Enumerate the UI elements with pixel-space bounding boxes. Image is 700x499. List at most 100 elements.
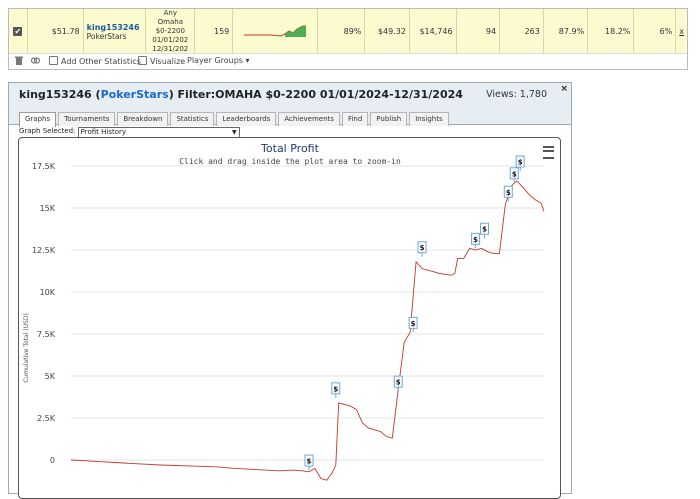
- tab-publish[interactable]: Publish: [370, 112, 408, 126]
- chart-title: Total Profit: [260, 142, 320, 155]
- tab-find[interactable]: Find: [341, 112, 369, 126]
- cashout-marker[interactable]: $: [503, 185, 513, 202]
- cashout-marker[interactable]: $: [480, 222, 490, 239]
- filter-line: 12/31/202: [152, 45, 189, 53]
- y-tick-labels: 0 2.5K 5K 7.5K 10K 12.5K 15K 17.5K: [32, 162, 56, 465]
- graph-panel: king153246 (PokerStars) Filter:OMAHA $0-…: [8, 82, 572, 499]
- player-stats-row: ✔ $51.78 king153246 PokerStars Any Omaha…: [9, 9, 687, 54]
- y-tick-label: 10K: [40, 288, 56, 297]
- profit-chart-svg[interactable]: Total Profit Click and drag inside the p…: [19, 138, 560, 498]
- panel-header: king153246 (PokerStars) Filter:OMAHA $0-…: [9, 83, 571, 127]
- cashout-marker-label: $: [518, 159, 523, 167]
- player-name-link[interactable]: king153246: [86, 22, 140, 32]
- tab-bar: Graphs Tournaments Breakdown Statistics Lead…: [19, 106, 451, 127]
- player-site: PokerStars: [86, 31, 127, 41]
- filter-line: $0-2200: [155, 27, 185, 35]
- graph-select-value: Profit History: [80, 128, 127, 136]
- row-toolbar: Add Other Statistics Visualize Player Gr…: [9, 53, 687, 70]
- cashout-markers: $$$$$$$$$$: [304, 155, 525, 471]
- views-count: Views: 1,780: [486, 89, 547, 100]
- cashout-marker-box: [331, 382, 341, 395]
- cashout-marker[interactable]: $: [471, 232, 481, 249]
- avg-cell: $49.32: [364, 9, 410, 54]
- profit-sparkline: [244, 25, 306, 37]
- cashout-marker-box: [417, 241, 427, 254]
- cashout-marker-box: [408, 316, 418, 329]
- filter-cell: Any Omaha $0-2200 01/01/202 12/31/202: [145, 9, 195, 54]
- panel-player-name: king153246: [19, 88, 92, 101]
- filter-line: Any: [163, 9, 177, 17]
- pct2-cell: 87.9%: [542, 9, 588, 54]
- value1-cell: $51.78: [26, 9, 84, 54]
- cashout-marker[interactable]: $: [515, 155, 525, 172]
- grid-lines: [71, 165, 544, 461]
- y-tick-label: 5K: [45, 372, 56, 381]
- cashout-marker[interactable]: $: [393, 375, 403, 392]
- cashout-marker-box: [480, 222, 490, 235]
- player-groups-button[interactable]: Player Groups ▾: [187, 56, 250, 65]
- add-stats-button[interactable]: Add Other Statistics: [49, 56, 141, 66]
- cashout-marker[interactable]: $: [331, 382, 341, 398]
- pct3-cell: 18.2%: [587, 9, 634, 54]
- y-tick-label: 7.5K: [37, 330, 56, 339]
- visualize-button[interactable]: Visualize: [138, 56, 185, 66]
- y-tick-label: 15K: [40, 204, 56, 213]
- tab-achievements[interactable]: Achievements: [278, 112, 340, 126]
- graph-selected-label: Graph Selected:: [19, 127, 76, 135]
- add-stats-label: Add Other Statistics: [61, 57, 141, 66]
- games-cell: 159: [194, 9, 233, 54]
- row-checkbox[interactable]: ✔: [13, 27, 23, 36]
- y-tick-label: 2.5K: [37, 414, 56, 423]
- cashout-marker-box: [304, 454, 314, 467]
- y-tick-label: 0: [50, 456, 55, 465]
- pct4-cell: 6%: [633, 9, 676, 54]
- sparkline-cell: [232, 9, 318, 54]
- y-axis-label: Cumulative Total (USD): [23, 313, 30, 383]
- cashout-marker-label: $: [333, 385, 338, 393]
- profit-chart[interactable]: Total Profit Click and drag inside the p…: [18, 137, 561, 499]
- cashout-marker-label: $: [411, 320, 416, 328]
- tab-graphs[interactable]: Graphs: [19, 112, 57, 127]
- cashout-marker-box: [509, 167, 519, 180]
- profit-series-line: [70, 180, 545, 481]
- hamburger-menu-icon[interactable]: [543, 146, 554, 159]
- tab-statistics[interactable]: Statistics: [170, 112, 215, 126]
- visualize-label: Visualize: [150, 57, 186, 66]
- n1-cell: 94: [455, 9, 500, 54]
- caret-down-icon: ▾: [245, 56, 250, 65]
- pct1-cell: 89%: [316, 9, 365, 54]
- tab-breakdown[interactable]: Breakdown: [117, 112, 169, 126]
- close-panel-button[interactable]: ×: [560, 84, 568, 94]
- row-checkbox-cell[interactable]: ✔: [9, 9, 27, 54]
- n2-cell: 263: [499, 9, 544, 54]
- chevron-down-icon: ▼: [232, 129, 237, 136]
- cashout-marker[interactable]: $: [509, 167, 519, 183]
- link-icon[interactable]: [30, 56, 41, 67]
- y-tick-label: 12.5K: [32, 246, 56, 255]
- panel-title: king153246 (PokerStars) Filter:OMAHA $0-…: [19, 88, 463, 101]
- cashout-marker-box: [515, 155, 525, 168]
- image-icon: [138, 56, 147, 65]
- cashout-marker[interactable]: $: [304, 454, 314, 471]
- cashout-marker-label: $: [473, 236, 478, 244]
- player-stats-box: ✔ $51.78 king153246 PokerStars Any Omaha…: [8, 8, 688, 70]
- cashout-marker-box: [393, 375, 403, 388]
- cashout-marker-box: [471, 232, 481, 245]
- filter-line: Omaha: [157, 18, 183, 26]
- cashout-marker-label: $: [512, 170, 517, 178]
- tab-tournaments[interactable]: Tournaments: [58, 112, 116, 126]
- player-groups-label: Player Groups: [187, 56, 243, 65]
- panel-site-link[interactable]: PokerStars: [100, 88, 169, 101]
- trash-icon[interactable]: [15, 56, 23, 67]
- cashout-marker[interactable]: $: [417, 241, 427, 257]
- tab-leaderboards[interactable]: Leaderboards: [216, 112, 277, 126]
- remove-row-button[interactable]: x: [675, 9, 687, 54]
- cashout-marker-label: $: [396, 379, 401, 387]
- cashout-marker-label: $: [420, 244, 425, 252]
- chart-subtitle: Click and drag inside the plot area to z…: [179, 157, 401, 166]
- tab-insights[interactable]: Insights: [409, 112, 449, 126]
- filter-line: 01/01/202: [152, 36, 189, 44]
- cashout-marker[interactable]: $: [408, 316, 418, 333]
- cashout-marker-label: $: [482, 226, 487, 234]
- edit-icon: [49, 56, 58, 65]
